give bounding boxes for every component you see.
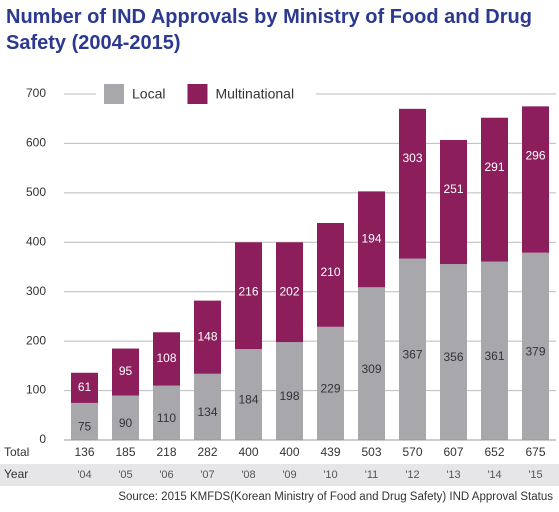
value-label: 202 [279, 284, 299, 298]
total-label: 218 [156, 445, 176, 459]
bar-segment [317, 326, 344, 440]
bar-segment [358, 191, 385, 288]
bar-segment [399, 108, 426, 259]
value-label: 379 [525, 345, 545, 359]
x-tick-label: '06 [159, 469, 173, 481]
total-label: 282 [197, 445, 217, 459]
total-label: 675 [525, 445, 545, 459]
y-tick-label: 500 [26, 185, 46, 199]
value-label: 194 [361, 231, 381, 245]
bar-segment [358, 287, 385, 440]
x-tick-label: '10 [323, 469, 337, 481]
value-label: 75 [78, 420, 92, 434]
y-tick-label: 0 [39, 432, 46, 446]
bar-segment [399, 258, 426, 440]
bar-segment [522, 252, 549, 440]
bar-segment [194, 300, 221, 374]
legend-swatch [187, 84, 208, 104]
x-tick-label: '04 [77, 469, 91, 481]
value-label: 251 [443, 182, 463, 196]
totals-row-label: Total [4, 445, 29, 459]
value-label: 90 [119, 416, 133, 430]
x-tick-label: '05 [118, 469, 132, 481]
bar-segment [522, 106, 549, 253]
value-label: 184 [238, 393, 258, 407]
value-label: 367 [402, 347, 422, 361]
value-label: 356 [443, 350, 463, 364]
legend-label: Local [132, 86, 165, 102]
year-row-label: Year [4, 467, 28, 481]
legend-swatch [104, 84, 124, 104]
total-label: 607 [443, 445, 463, 459]
bar-segment [71, 402, 98, 440]
source: Source: 2015 KMFDS(Korean Ministry of Fo… [118, 491, 553, 503]
bar-segment [112, 348, 139, 396]
y-tick-label: 600 [26, 136, 46, 150]
bar-segment [276, 342, 303, 440]
x-tick-label: '13 [446, 469, 460, 481]
total-label: 185 [115, 445, 135, 459]
bar-segment [194, 373, 221, 440]
total-label: 503 [361, 445, 381, 459]
bar-segment [440, 264, 467, 440]
y-tick-label: 400 [26, 234, 46, 248]
value-label: 108 [156, 351, 176, 365]
bar-segment [481, 117, 508, 262]
value-label: 198 [279, 389, 299, 403]
bar-segment [481, 261, 508, 440]
bar-segment [317, 223, 344, 327]
total-label: 439 [320, 445, 340, 459]
x-tick-label: '12 [405, 469, 419, 481]
bar-segment [440, 139, 467, 265]
value-label: 61 [78, 380, 92, 394]
x-tick-label: '15 [528, 469, 542, 481]
value-label: 216 [238, 284, 258, 298]
bar-segment [235, 349, 262, 440]
bar-segment [153, 385, 180, 440]
total-label: 136 [74, 445, 94, 459]
total-label: 570 [402, 445, 422, 459]
bar-segment [71, 372, 98, 403]
total-label: 400 [279, 445, 299, 459]
x-tick-label: '07 [200, 469, 214, 481]
y-tick-label: 300 [26, 284, 46, 298]
bar-segment [235, 242, 262, 350]
value-label: 309 [361, 362, 381, 376]
legend-label: Multinational [215, 86, 294, 102]
x-tick-label: '09 [282, 469, 296, 481]
value-label: 361 [484, 349, 504, 363]
value-label: 95 [119, 364, 133, 378]
x-tick-label: '14 [487, 469, 501, 481]
x-tick-label: '11 [365, 469, 379, 481]
bar-segment [276, 242, 303, 343]
total-label: 652 [484, 445, 504, 459]
year-band [0, 464, 559, 486]
y-tick-label: 200 [26, 333, 46, 347]
total-label: 400 [238, 445, 258, 459]
y-tick-label: 100 [26, 383, 46, 397]
y-tick-label: 700 [26, 86, 46, 100]
x-tick-label: '08 [241, 469, 255, 481]
value-label: 210 [320, 265, 340, 279]
chart-title: Number of IND Approvals by Ministry of F… [6, 6, 532, 54]
value-label: 134 [197, 405, 217, 419]
value-label: 229 [320, 382, 340, 396]
value-label: 148 [197, 329, 217, 343]
value-label: 303 [402, 151, 422, 165]
bar-segment [153, 332, 180, 386]
bar-segment [112, 395, 139, 440]
value-label: 296 [525, 149, 545, 163]
value-label: 110 [157, 411, 176, 425]
value-label: 291 [484, 160, 504, 174]
